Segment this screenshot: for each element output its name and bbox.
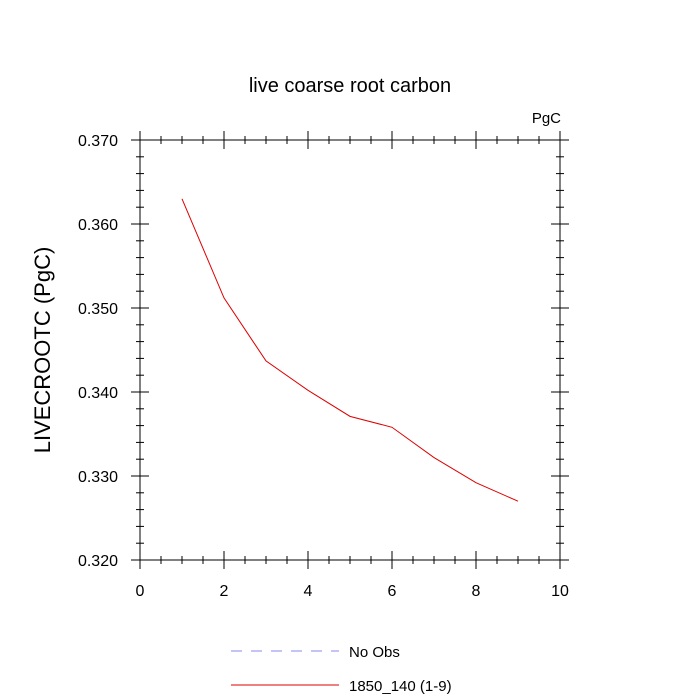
legend-label-1850-140: 1850_140 (1-9) [349,678,452,695]
legend: No Obs 1850_140 (1-9) [231,644,452,695]
x-tick-label: 10 [551,583,569,600]
x-tick-label: 2 [220,583,229,600]
x-tick-labels: 0 2 4 6 8 10 [136,583,569,600]
y-tick-label: 0.370 [78,133,118,150]
y-axis-label: LIVECROOTC (PgC) [30,247,55,454]
y-tick-label: 0.350 [78,301,118,318]
y-tick-label: 0.340 [78,385,118,402]
minor-ticks [136,136,564,564]
units-label: PgC [532,110,561,127]
plot-frame [139,139,561,561]
legend-label-no-obs: No Obs [349,644,400,661]
x-tick-label: 6 [388,583,397,600]
x-tick-label: 0 [136,583,145,600]
y-tick-label: 0.320 [78,553,118,570]
x-tick-label: 4 [304,583,313,600]
x-tick-label: 8 [472,583,481,600]
major-ticks [131,131,569,569]
y-tick-labels: 0.320 0.330 0.340 0.350 0.360 0.370 [78,133,118,570]
series-line [181,198,519,502]
y-tick-label: 0.330 [78,469,118,486]
y-tick-label: 0.360 [78,217,118,234]
chart-title: live coarse root carbon [249,75,451,97]
series-lines [181,198,519,502]
